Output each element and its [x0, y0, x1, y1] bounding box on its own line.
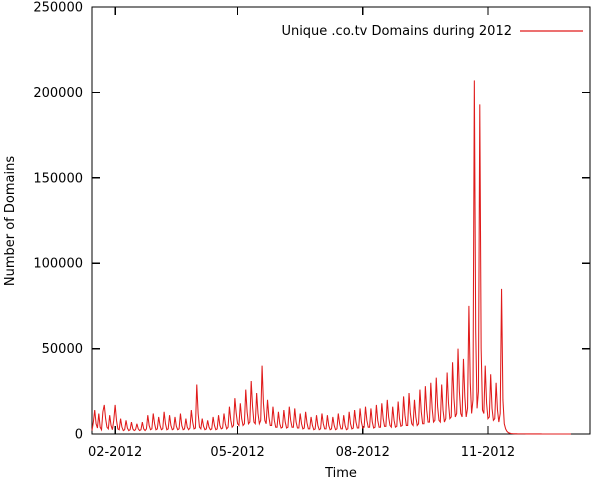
series-line-unique-domains [91, 80, 571, 435]
x-tick-label: 02-2012 [88, 445, 142, 460]
y-tick-label: 250000 [33, 1, 83, 16]
y-axis-ticks: 0 50000 100000 150000 200000 250000 [33, 1, 590, 443]
y-tick-label: 150000 [33, 171, 83, 186]
y-tick-label: 0 [75, 428, 83, 443]
x-axis-ticks: 02-2012 05-2012 08-2012 11-2012 [88, 7, 515, 460]
data-series-group [91, 80, 571, 435]
y-tick-label: 100000 [33, 257, 83, 272]
x-tick-label: 11-2012 [461, 445, 515, 460]
y-tick-label: 50000 [42, 342, 83, 357]
y-axis-title: Number of Domains [3, 156, 18, 286]
plot-frame [91, 6, 591, 435]
x-tick-label: 08-2012 [336, 445, 390, 460]
legend: Unique .co.tv Domains during 2012 [281, 24, 583, 39]
x-tick-label: 05-2012 [210, 445, 264, 460]
axis-titles: Time Number of Domains [3, 156, 357, 481]
legend-label-unique-domains: Unique .co.tv Domains during 2012 [281, 24, 512, 39]
x-axis-title: Time [324, 466, 357, 481]
y-tick-label: 200000 [33, 86, 83, 101]
